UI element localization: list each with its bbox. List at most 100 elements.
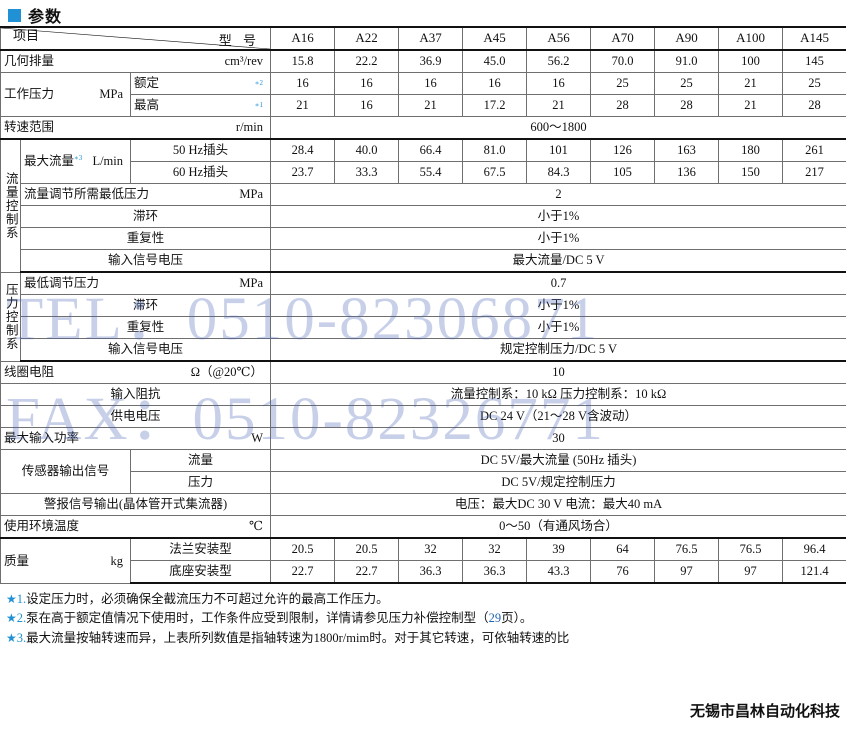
- cell-displacement-a22: 22.2: [334, 49, 400, 73]
- square-bullet-icon: [8, 8, 21, 22]
- cell-max-pressure-a70: 28: [590, 94, 656, 117]
- table-row-ambient-temperature: 使用环境温度 ℃ 0～50（有通风场合）: [0, 515, 846, 539]
- cell-flow60-a70: 105: [590, 161, 656, 184]
- cell-alarm-signal-output-value: 电压：最大DC 30 V 电流：最大40 mA: [270, 493, 846, 516]
- row-label-text: 最低调节压力: [24, 276, 100, 291]
- row-sublabel-sensor-pressure: 压力: [129, 471, 272, 494]
- cell-rated-pressure-a90: 25: [654, 72, 720, 95]
- model-header-a70: A70: [590, 26, 656, 51]
- row-label-mass: 质量 kg: [0, 537, 131, 584]
- cell-mass-flange-a22: 20.5: [334, 537, 400, 561]
- cell-flow-input-signal-voltage-value: 最大流量/DC 5 V: [270, 249, 846, 273]
- row-label-pressure-hysteresis: 滞环: [19, 294, 272, 317]
- row-unit-text: kg: [110, 553, 124, 568]
- table-row-alarm-signal-output: 警报信号输出(晶体管开式集流器) 电压：最大DC 30 V 电流：最大40 mA: [0, 493, 846, 516]
- cell-displacement-a16: 15.8: [270, 49, 336, 73]
- footnote-marker-2: ∗2: [254, 79, 264, 88]
- group-label-flow-control-system: 流量控制系: [0, 138, 21, 273]
- table-row-max-flow-60hz: 60 Hz插头 23.7 33.3 55.4 67.5 84.3 105 136…: [1, 161, 846, 184]
- cell-rated-pressure-a16: 16: [270, 72, 336, 95]
- row-unit-text: L/min: [92, 154, 123, 169]
- row-label-flow-input-signal-voltage: 输入信号电压: [19, 249, 272, 273]
- star-icon: ★: [6, 611, 17, 626]
- cell-supply-voltage-value: DC 24 V（21～28 V含波动）: [270, 405, 846, 428]
- company-name-overlay: 无锡市昌林自动化科技: [689, 703, 840, 720]
- table-row-mass-flange: 质量 kg 法兰安装型 20.5 20.5 32 32 39 64 76.5 7…: [0, 537, 846, 584]
- footnote-2-number: 2.: [16, 611, 27, 626]
- cell-flow50-a45: 81.0: [462, 138, 528, 162]
- cell-displacement-a37: 36.9: [398, 49, 464, 73]
- corner-header-cell: 型 号 项目: [0, 26, 272, 51]
- row-unit-text: W: [251, 431, 264, 446]
- cell-mass-base-a56: 43.3: [526, 560, 592, 584]
- diagonal-divider-icon: [10, 29, 261, 48]
- model-header-a90: A90: [654, 26, 720, 51]
- cell-min-adjust-pressure-value: 0.7: [270, 271, 846, 295]
- row-label-text: 最大输入功率: [4, 431, 80, 446]
- row-label-displacement: 几何排量 cm³/rev: [0, 49, 272, 73]
- cell-mass-base-a100: 97: [718, 560, 784, 584]
- section-title: 参数: [0, 0, 846, 26]
- table-row-min-adjust-pressure: 压力控制系 最低调节压力 MPa 0.7: [0, 271, 846, 362]
- row-label-max-flow: 最大流量∗3 L/min: [20, 138, 131, 184]
- cell-flow50-a16: 28.4: [270, 138, 336, 162]
- cell-displacement-a90: 91.0: [654, 49, 720, 73]
- cell-flow50-a37: 66.4: [398, 138, 464, 162]
- cell-rated-pressure-a145: 25: [782, 72, 846, 95]
- row-unit-text: ℃: [249, 519, 264, 534]
- footnote-1-text: 设定压力时，必须确保全截流压力不可超过允许的最高工作压力。: [26, 592, 389, 606]
- footnote-marker-3: ∗3: [74, 154, 83, 163]
- table-header-row: 型 号 项目 A16 A22 A37 A45 A56 A70 A90 A100 …: [0, 26, 846, 51]
- cell-mass-flange-a70: 64: [590, 537, 656, 561]
- table-row-pressure-input-signal-voltage: 输入信号电压 规定控制压力/DC 5 V: [1, 338, 846, 362]
- star-icon: ★: [6, 630, 17, 645]
- table-row-coil-resistance: 线圈电阻 Ω（@20℃） 10: [0, 360, 846, 384]
- cell-flow60-a37: 55.4: [398, 161, 464, 184]
- row-unit-text: MPa: [239, 276, 264, 291]
- cell-rated-pressure-a22: 16: [334, 72, 400, 95]
- row-label-supply-voltage: 供电电压: [0, 405, 272, 428]
- row-label-text: 最大流量∗3: [24, 154, 83, 169]
- row-label-text: 线圈电阻: [4, 365, 55, 380]
- row-unit-text: Ω（@20℃）: [190, 365, 264, 380]
- row-label-pressure-repeatability: 重复性: [19, 316, 272, 339]
- table-row-sensor-output-flow: 传感器输出信号 流量 DC 5V/最大流量 (50Hz 插头): [0, 449, 846, 494]
- model-header-a22: A22: [334, 26, 400, 51]
- cell-rated-pressure-a56: 16: [526, 72, 592, 95]
- row-label-flow-repeatability: 重复性: [19, 227, 272, 250]
- cell-displacement-a145: 145: [782, 49, 846, 73]
- cell-displacement-a45: 45.0: [462, 49, 528, 73]
- footnote-2-page-link[interactable]: 29: [488, 611, 502, 626]
- footnotes: ★ 1.设定压力时，必须确保全截流压力不可超过允许的最高工作压力。 ★2.泵在高于…: [0, 584, 846, 648]
- cell-pressure-input-signal-voltage-value: 规定控制压力/DC 5 V: [270, 338, 846, 362]
- row-unit-text: cm³/rev: [224, 54, 264, 69]
- cell-flow60-a22: 33.3: [334, 161, 400, 184]
- row-unit-text: MPa: [239, 187, 264, 202]
- cell-flow50-a22: 40.0: [334, 138, 400, 162]
- specification-table: 型 号 项目 A16 A22 A37 A45 A56 A70 A90 A100 …: [0, 26, 846, 584]
- footnote-2: ★2.泵在高于额定值情况下使用时，工作条件应受到限制，详情请参见压力补偿控制型（…: [6, 609, 846, 628]
- table-row-flow-repeatability: 重复性 小于1%: [1, 227, 846, 250]
- cell-max-pressure-a56: 21: [526, 94, 592, 117]
- row-sublabel-flange-mount: 法兰安装型: [129, 537, 272, 561]
- cell-mass-flange-a56: 39: [526, 537, 592, 561]
- table-row-working-pressure-max: 最高 ∗1 21 16 21 17.2 21 28 28 21 28: [1, 94, 846, 117]
- table-row-max-flow-50hz: 流量控制系 最大流量∗3 L/min 50 Hz插头 28.4 40.0 66.…: [0, 138, 846, 273]
- cell-mass-base-a45: 36.3: [462, 560, 528, 584]
- cell-max-pressure-a22: 16: [334, 94, 400, 117]
- item-axis-label: 项目: [13, 28, 40, 44]
- group-label-pressure-control-system: 压力控制系: [0, 271, 21, 362]
- row-label-min-adjust-pressure: 最低调节压力 MPa: [19, 271, 272, 295]
- cell-mass-base-a37: 36.3: [398, 560, 464, 584]
- cell-mass-flange-a145: 96.4: [782, 537, 846, 561]
- cell-flow50-a90: 163: [654, 138, 720, 162]
- row-sublabel-sensor-flow: 流量: [129, 449, 272, 472]
- cell-mass-base-a70: 76: [590, 560, 656, 584]
- row-unit-text: MPa: [99, 87, 123, 102]
- footnote-1-number: 1.: [16, 592, 27, 606]
- row-label-sensor-output-signal: 传感器输出信号: [0, 449, 131, 494]
- cell-flow50-a56: 101: [526, 138, 592, 162]
- cell-max-pressure-a45: 17.2: [462, 94, 528, 117]
- cell-rated-pressure-a45: 16: [462, 72, 528, 95]
- sublabel-text: 最高: [134, 98, 160, 113]
